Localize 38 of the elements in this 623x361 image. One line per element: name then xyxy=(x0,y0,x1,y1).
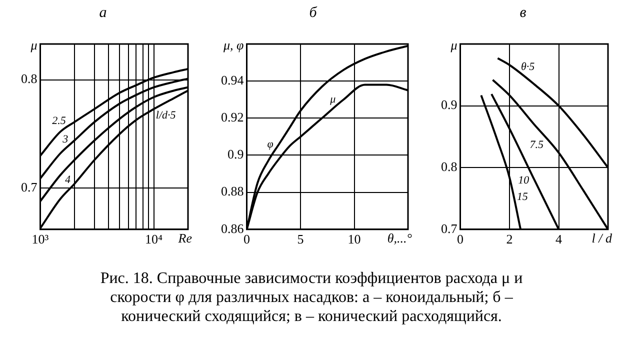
y-tick-label: 0.7 xyxy=(441,220,458,236)
series-label: φ xyxy=(267,138,274,151)
series-label: 2.5 xyxy=(52,114,66,127)
x-tick-label: 10³ xyxy=(32,232,49,247)
x-tick-label: 0 xyxy=(244,232,250,247)
x-tick-label: 2 xyxy=(506,232,513,247)
y-tick-label: 0.88 xyxy=(221,184,244,199)
series-label: 10 xyxy=(518,174,530,187)
series-label: 3 xyxy=(62,133,69,146)
y-tick-label: 0.92 xyxy=(221,110,244,125)
x-tick-label: 5 xyxy=(297,232,304,247)
series-label: θ·5 xyxy=(520,60,536,73)
x-axis-title: l / d xyxy=(592,230,612,246)
chart-title: в xyxy=(520,4,527,21)
y-axis-title: μ xyxy=(30,37,38,52)
series-label: 7.5 xyxy=(530,138,544,151)
series-label: μ xyxy=(329,93,336,106)
y-tick-label: 0.9 xyxy=(441,97,458,112)
y-tick-label: 0.9 xyxy=(228,146,244,162)
x-axis-title: θ,...° xyxy=(387,230,412,246)
series-label: 4 xyxy=(65,174,72,186)
chart-title: б xyxy=(309,4,318,21)
y-axis-title: μ xyxy=(450,37,458,52)
x-tick-label: 4 xyxy=(556,232,562,247)
series-label: 15 xyxy=(516,190,528,203)
y-tick-label: 0.7 xyxy=(21,180,38,195)
series-label: l/d·5 xyxy=(156,109,176,122)
text: Рис. 18. Справочные зависимости коэффициентов расхода μ и скорости φ для различных насадков: а – коноидальный; б – конический сходящийся; в – конический расходящийся. xyxy=(99,269,524,326)
y-axis-title: μ, φ xyxy=(222,37,244,52)
chart-title: а xyxy=(99,4,107,21)
x-axis-title: Re xyxy=(177,230,192,246)
y-tick-label: 0.86 xyxy=(221,220,244,236)
x-tick-label: 10⁴ xyxy=(145,232,164,247)
y-tick-label: 0.8 xyxy=(441,159,458,174)
x-tick-label: 10 xyxy=(348,232,361,247)
y-tick-label: 0.94 xyxy=(221,72,244,88)
x-tick-label: 0 xyxy=(457,232,464,247)
y-tick-label: 0.8 xyxy=(21,71,38,86)
